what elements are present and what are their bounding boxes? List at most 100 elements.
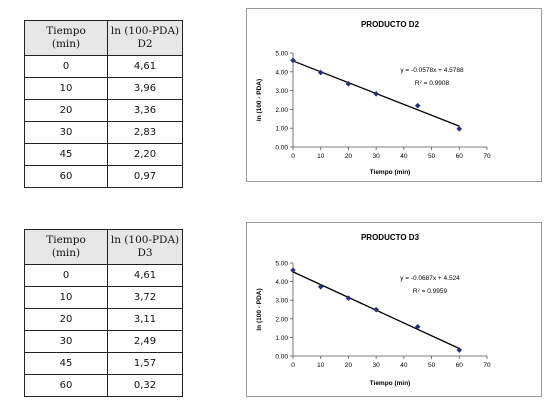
chart-svg: PRODUCTO D3 0.00 1.00 2.00 3.00 4.00 5.00 0 10 20… bbox=[256, 233, 491, 387]
header-cell-ln: ln (100-PDA) D2 bbox=[107, 20, 183, 56]
table-row: 0 4,61 bbox=[24, 264, 183, 287]
table-row: 30 2,83 bbox=[24, 121, 183, 144]
y-axis-label: ln (100 - PDA) bbox=[256, 288, 263, 330]
x-tick-label: 40 bbox=[400, 153, 408, 160]
x-tick-label: 40 bbox=[400, 362, 408, 369]
y-tick-label: 3.00 bbox=[275, 88, 288, 95]
y-tick-label: 3.00 bbox=[275, 298, 288, 305]
table-cell: 3,36 bbox=[107, 99, 183, 122]
x-tick-label: 30 bbox=[373, 153, 381, 160]
y-tick-label: 2.00 bbox=[275, 107, 288, 114]
table-row: 10 3,96 bbox=[24, 77, 183, 100]
x-tick-label: 10 bbox=[317, 153, 325, 160]
data-point bbox=[290, 57, 296, 64]
data-point bbox=[414, 102, 421, 109]
header-line: (min) bbox=[51, 247, 81, 259]
y-tick-label: 0.00 bbox=[275, 354, 288, 361]
table-cell: 30 bbox=[24, 330, 108, 353]
x-tick-label: 50 bbox=[428, 153, 436, 160]
table-row: 60 0,32 bbox=[24, 374, 183, 397]
table-cell: 4,61 bbox=[107, 264, 183, 287]
table-cell: 2,20 bbox=[107, 143, 183, 166]
table-row: 10 3,72 bbox=[24, 286, 183, 309]
table-cell: 45 bbox=[24, 352, 108, 375]
y-axis-label: ln (100 - PDA) bbox=[256, 79, 263, 121]
table-cell: 20 bbox=[24, 308, 108, 331]
table-row: 20 3,36 bbox=[24, 99, 183, 122]
y-tick-label: 1.00 bbox=[275, 126, 288, 133]
table-cell: 10 bbox=[24, 286, 108, 309]
y-tick-label: 1.00 bbox=[275, 335, 288, 342]
x-axis-label: Tiempo (min) bbox=[370, 380, 411, 387]
table-header-row: Tiempo (min) ln (100-PDA) D3 bbox=[24, 229, 183, 265]
x-tick-label: 30 bbox=[373, 362, 381, 369]
y-tick-label: 4.00 bbox=[275, 279, 288, 286]
table-row: 30 2,49 bbox=[24, 330, 183, 353]
trendline-equation: y = -0.0578x + 4.5788 bbox=[400, 67, 464, 74]
table-cell: 3,11 bbox=[107, 308, 183, 331]
table-cell: 3,96 bbox=[107, 77, 183, 100]
table-cell: 4,61 bbox=[107, 55, 183, 78]
x-axis-label: Tiempo (min) bbox=[370, 169, 411, 176]
header-line: Tiempo bbox=[46, 234, 86, 246]
header-line: ln (100-PDA) bbox=[110, 234, 180, 246]
data-point bbox=[373, 90, 379, 97]
table-header-row: Tiempo (min) ln (100-PDA) D2 bbox=[24, 20, 183, 56]
header-cell-ln: ln (100-PDA) D3 bbox=[107, 229, 183, 265]
x-tick-label: 20 bbox=[345, 153, 353, 160]
data-table-d3: Tiempo (min) ln (100-PDA) D3 0 4,61 10 3,7… bbox=[24, 229, 183, 397]
table-cell: 10 bbox=[24, 77, 108, 100]
chart-title: PRODUCTO D2 bbox=[361, 20, 420, 29]
table-cell: 20 bbox=[24, 99, 108, 122]
table-cell: 0 bbox=[24, 55, 108, 78]
header-line: Tiempo bbox=[46, 25, 86, 37]
x-tick-label: 70 bbox=[483, 362, 491, 369]
table-cell: 2,83 bbox=[107, 121, 183, 144]
x-tick-label: 20 bbox=[345, 362, 353, 369]
data-table-d2: Tiempo (min) ln (100-PDA) D2 0 4,61 10 3,9… bbox=[24, 20, 183, 188]
table-row: 45 1,57 bbox=[24, 352, 183, 375]
y-tick-label: 0.00 bbox=[275, 145, 288, 152]
chart-producto-d3: PRODUCTO D3 0.00 1.00 2.00 3.00 4.00 5.00 0 10 20… bbox=[246, 222, 542, 397]
header-line: D2 bbox=[137, 38, 153, 50]
chart-svg: PRODUCTO D2 0.00 1.00 2.00 3.00 4.00 5.00 0 10 20… bbox=[256, 20, 491, 176]
table-cell: 0,32 bbox=[107, 374, 183, 397]
table-cell: 3,72 bbox=[107, 286, 183, 309]
table-cell: 2,49 bbox=[107, 330, 183, 353]
x-tick-label: 60 bbox=[456, 153, 464, 160]
data-point bbox=[456, 347, 463, 353]
y-tick-label: 4.00 bbox=[275, 69, 288, 76]
table-row: 60 0,97 bbox=[24, 165, 183, 188]
header-line: ln (100-PDA) bbox=[110, 25, 180, 37]
table-row: 0 4,61 bbox=[24, 55, 183, 78]
x-tick-label: 70 bbox=[483, 153, 491, 160]
x-tick-label: 10 bbox=[317, 362, 325, 369]
x-tick-label: 60 bbox=[456, 362, 464, 369]
chart-title: PRODUCTO D3 bbox=[361, 233, 420, 242]
header-line: D3 bbox=[137, 247, 153, 259]
x-tick-label: 0 bbox=[291, 362, 295, 369]
header-line: (min) bbox=[51, 38, 81, 50]
r-squared-label: R² = 0.9959 bbox=[413, 288, 448, 295]
trendline-equation: y = -0.0687x + 4.524 bbox=[400, 275, 460, 282]
data-point bbox=[456, 125, 463, 132]
table-cell: 60 bbox=[24, 165, 108, 188]
y-tick-label: 5.00 bbox=[275, 261, 288, 268]
table-cell: 0,97 bbox=[107, 165, 183, 188]
header-cell-tiempo: Tiempo (min) bbox=[24, 20, 108, 56]
header-cell-tiempo: Tiempo (min) bbox=[24, 229, 108, 265]
table-row: 20 3,11 bbox=[24, 308, 183, 331]
y-tick-label: 5.00 bbox=[275, 51, 288, 58]
table-cell: 60 bbox=[24, 374, 108, 397]
r-squared-label: R² = 0.9908 bbox=[415, 80, 450, 87]
table-cell: 1,57 bbox=[107, 352, 183, 375]
table-cell: 45 bbox=[24, 143, 108, 166]
data-point bbox=[290, 267, 296, 274]
x-tick-label: 50 bbox=[428, 362, 436, 369]
y-tick-label: 2.00 bbox=[275, 316, 288, 323]
chart-producto-d2: PRODUCTO D2 0.00 1.00 2.00 3.00 4.00 5.00 0 10 20… bbox=[246, 8, 542, 182]
x-tick-label: 0 bbox=[291, 153, 295, 160]
table-row: 45 2,20 bbox=[24, 143, 183, 166]
table-cell: 30 bbox=[24, 121, 108, 144]
table-cell: 0 bbox=[24, 264, 108, 287]
